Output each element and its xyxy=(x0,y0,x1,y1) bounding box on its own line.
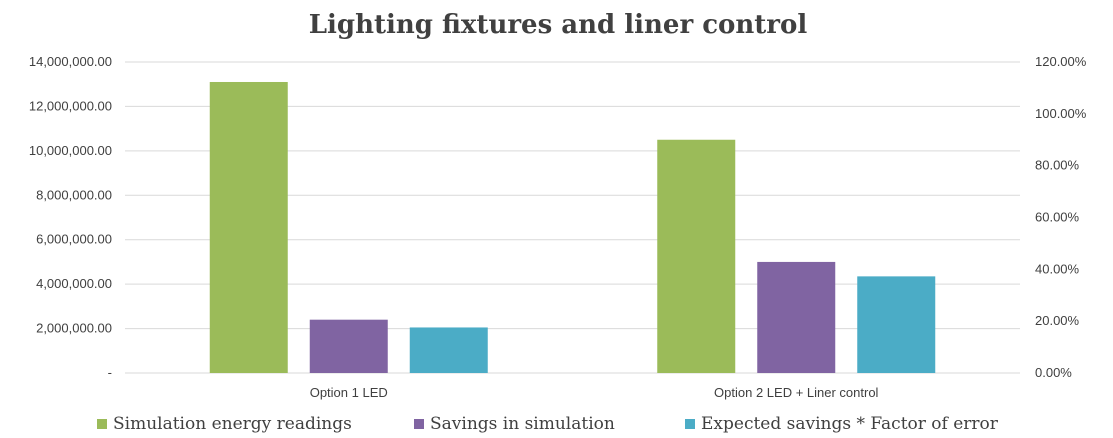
legend-swatch xyxy=(414,419,424,429)
legend-label: Expected savings * Factor of error xyxy=(701,414,999,434)
bar xyxy=(757,261,836,373)
y-tick-label: 14,000,000.00 xyxy=(29,54,112,69)
y2-tick-label: 20.00% xyxy=(1035,313,1080,328)
legend-swatch xyxy=(685,419,695,429)
y2-tick-label: 0.00% xyxy=(1035,365,1072,380)
y-tick-label: 8,000,000.00 xyxy=(36,187,112,202)
chart-title: Lighting fixtures and liner control xyxy=(309,10,808,40)
x-tick-label: Option 1 LED xyxy=(310,385,388,400)
bar xyxy=(657,139,736,373)
y-tick-label: 2,000,000.00 xyxy=(36,321,112,336)
y2-tick-label: 80.00% xyxy=(1035,158,1080,173)
legend: Simulation energy readings Savings in sim… xyxy=(97,414,999,434)
y-tick-label: 4,000,000.00 xyxy=(36,276,112,291)
bar xyxy=(209,81,288,373)
legend-swatch xyxy=(97,419,107,429)
y-tick-label: 12,000,000.00 xyxy=(29,98,112,113)
y2-tick-label: 40.00% xyxy=(1035,261,1080,276)
bar xyxy=(857,276,936,373)
y-tick-label: 10,000,000.00 xyxy=(29,143,112,158)
y2-tick-label: 100.00% xyxy=(1035,106,1087,121)
x-tick-label: Option 2 LED + Liner control xyxy=(714,385,879,400)
bar xyxy=(409,327,488,373)
bar xyxy=(309,319,388,373)
bars xyxy=(209,81,936,373)
x-axis: Option 1 LED Option 2 LED + Liner control xyxy=(310,385,879,400)
y-axis-right: 0.00% 20.00% 40.00% 60.00% 80.00% 100.00% 120.… xyxy=(1035,54,1087,380)
y-tick-label: 6,000,000.00 xyxy=(36,232,112,247)
legend-label: Simulation energy readings xyxy=(113,414,352,434)
y2-tick-label: 60.00% xyxy=(1035,210,1080,225)
legend-label: Savings in simulation xyxy=(430,414,615,434)
y-tick-label: - xyxy=(108,365,112,380)
y-axis-left: - 2,000,000.00 4,000,000.00 6,000,000.00 8,0… xyxy=(29,54,112,380)
y2-tick-label: 120.00% xyxy=(1035,54,1087,69)
